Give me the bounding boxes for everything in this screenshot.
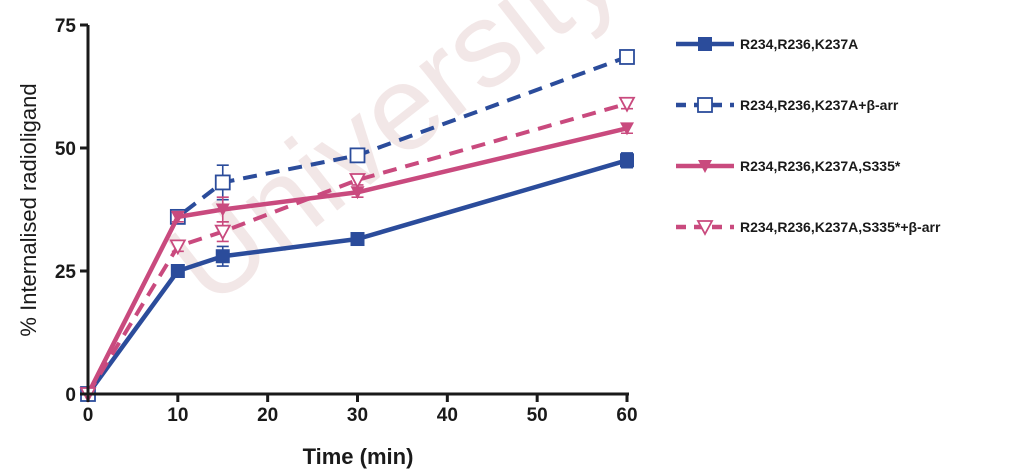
- legend-label: R234,R236,K237A: [740, 36, 858, 52]
- x-tick-label: 20: [257, 405, 278, 426]
- data-point: [214, 224, 232, 241]
- y-tick-label: 0: [65, 385, 76, 406]
- y-tick-label: 50: [55, 139, 76, 160]
- series-4: [79, 96, 636, 403]
- data-point: [620, 153, 634, 168]
- x-tick-label: 0: [83, 405, 94, 426]
- data-point: [618, 96, 636, 113]
- legend-marker: [698, 160, 712, 173]
- data-point: [214, 174, 231, 191]
- legend-marker: [698, 37, 712, 51]
- legend-entry: R234,R236,K237A,S335*: [676, 158, 901, 174]
- data-point: [620, 122, 634, 136]
- legend-label: R234,R236,K237A+β-arr: [740, 97, 899, 113]
- data-point: [349, 147, 366, 164]
- x-tick-label: 60: [616, 405, 637, 426]
- x-tick-label: 40: [437, 405, 458, 426]
- data-point: [170, 210, 185, 224]
- plot-area: [79, 49, 636, 403]
- y-tick-label: 75: [55, 16, 77, 37]
- data-point: [350, 232, 365, 247]
- data-point: [170, 264, 185, 278]
- data-point: [350, 186, 365, 200]
- legend-label: R234,R236,K237A,S335*+β-arr: [740, 219, 941, 235]
- legend-label: R234,R236,K237A,S335*: [740, 158, 901, 174]
- legend-entry: R234,R236,K237A: [676, 36, 858, 52]
- x-axis-title: Time (min): [303, 444, 414, 469]
- legend: R234,R236,K237A R234,R236,K237A+β-arr R234…: [676, 36, 941, 236]
- axes: 0 25 50 75 0 10 20 30 40 50 60: [55, 16, 638, 426]
- watermark: University of: [144, 0, 747, 330]
- data-point: [348, 173, 367, 189]
- x-tick-label: 50: [527, 405, 548, 426]
- x-tick-label: 30: [347, 405, 368, 426]
- data-point: [215, 203, 230, 217]
- legend-marker: [697, 97, 713, 113]
- data-point: [169, 239, 187, 256]
- data-point: [215, 249, 230, 264]
- legend-marker: [696, 220, 714, 236]
- y-tick-label: 25: [55, 262, 77, 283]
- legend-entry: R234,R236,K237A+β-arr: [676, 97, 899, 113]
- data-point: [619, 49, 635, 65]
- legend-entry: R234,R236,K237A,S335*+β-arr: [676, 219, 941, 236]
- y-axis-title: % Internalised radioligand: [16, 83, 41, 336]
- x-tick-label: 10: [167, 405, 188, 426]
